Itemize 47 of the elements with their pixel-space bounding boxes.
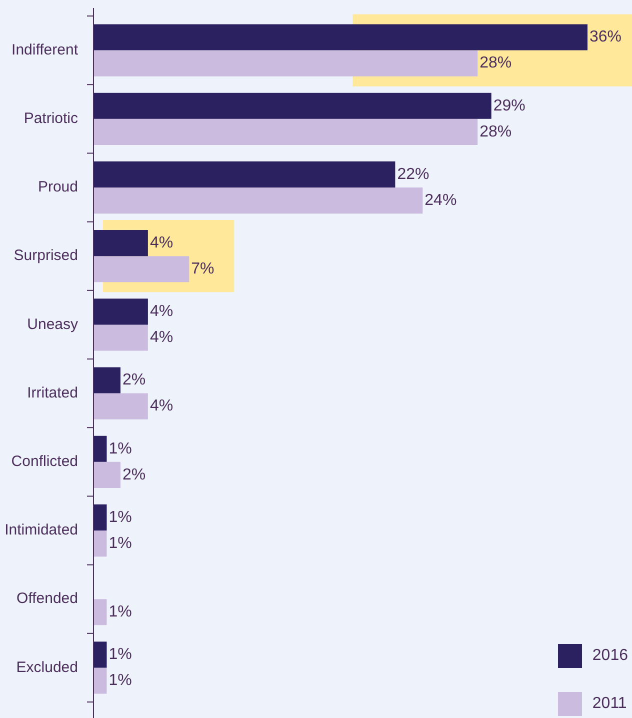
- bar: [93, 118, 478, 145]
- legend-label: 2016: [592, 647, 628, 665]
- y-tick-label: Uneasy: [27, 316, 78, 333]
- bar: [93, 92, 492, 119]
- y-tick-label: Conflicted: [11, 453, 78, 470]
- data-label: 1%: [108, 672, 132, 690]
- bar: [93, 642, 107, 668]
- data-label: 1%: [108, 508, 132, 526]
- bar: [93, 230, 148, 256]
- data-label: 36%: [589, 28, 622, 46]
- data-label: 4%: [150, 234, 174, 252]
- y-tick-label: Intimidated: [4, 522, 78, 539]
- data-label: 7%: [191, 260, 214, 278]
- bar: [93, 504, 107, 530]
- bar: [93, 462, 120, 488]
- data-label: 1%: [108, 646, 132, 664]
- data-label: 24%: [424, 192, 457, 209]
- y-tick-label: Surprised: [14, 247, 78, 264]
- y-tick-label: Proud: [38, 178, 78, 196]
- legend-label: 2011: [592, 695, 627, 713]
- data-label: 2%: [122, 372, 146, 389]
- bar: [93, 367, 120, 394]
- bar: [93, 298, 148, 325]
- bar: [93, 161, 396, 188]
- bar: [93, 393, 148, 420]
- data-label: 29%: [493, 97, 526, 114]
- data-label: 1%: [108, 604, 132, 621]
- bar: [93, 436, 107, 462]
- y-tick-label: Patriotic: [24, 110, 78, 128]
- bar: [93, 668, 107, 694]
- data-label: 1%: [108, 534, 132, 552]
- y-tick-label: Irritated: [27, 384, 78, 402]
- data-label: 4%: [150, 398, 174, 415]
- y-tick-label: Offended: [16, 590, 78, 608]
- y-tick-label: Indifferent: [12, 41, 79, 58]
- data-label: 2%: [122, 466, 146, 484]
- data-label: 4%: [150, 329, 174, 346]
- bar: [93, 530, 107, 557]
- bar: [93, 324, 148, 351]
- data-label: 28%: [480, 123, 512, 140]
- data-label: 28%: [480, 54, 512, 72]
- y-tick-label: Excluded: [16, 658, 78, 676]
- bar: [93, 599, 107, 626]
- data-label: 4%: [150, 303, 174, 320]
- bar: [93, 188, 423, 214]
- data-label: 22%: [397, 166, 430, 183]
- data-label: 1%: [108, 440, 132, 458]
